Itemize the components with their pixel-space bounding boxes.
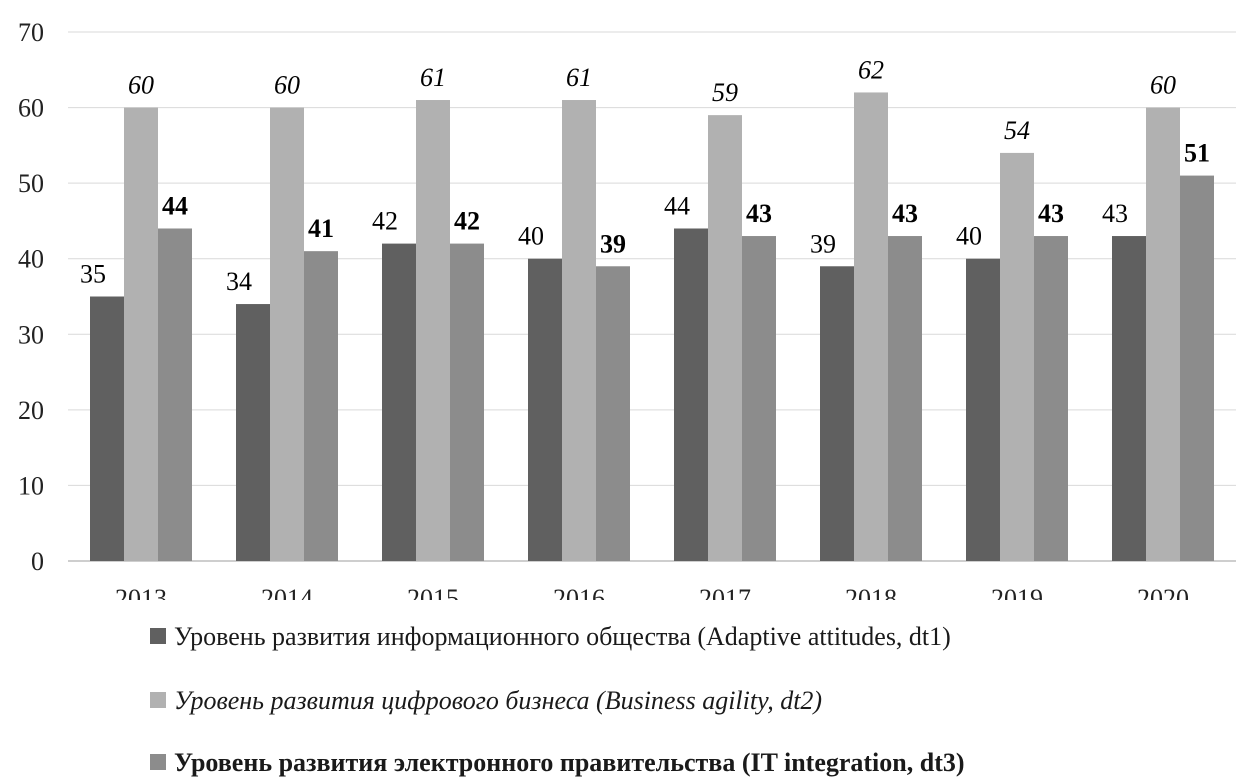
bar-dt3 <box>158 228 192 561</box>
data-label-dt3: 41 <box>308 214 334 243</box>
x-tick-label: 2013 <box>115 584 167 600</box>
data-label-dt1: 40 <box>518 222 544 251</box>
bar-dt3 <box>888 236 922 562</box>
x-tick-label: 2019 <box>991 584 1043 600</box>
y-axis-tick-labels: 0 10 20 30 40 50 60 70 <box>18 18 44 576</box>
bar-dt1 <box>674 228 708 561</box>
data-label-dt2: 61 <box>566 63 592 92</box>
bar-dt3 <box>450 243 484 561</box>
bar-dt2 <box>1000 152 1034 561</box>
bar-dt3 <box>596 266 630 561</box>
bar-dt3 <box>1034 236 1068 562</box>
data-label-dt2: 60 <box>1150 71 1176 100</box>
data-label-dt2: 60 <box>274 71 300 100</box>
bars <box>90 92 1214 562</box>
bar-dt2 <box>854 92 888 561</box>
x-tick-label: 2016 <box>553 584 605 600</box>
y-tick-label: 60 <box>18 94 44 123</box>
data-label-dt1: 34 <box>226 267 252 296</box>
legend-swatch-dt2 <box>150 692 166 708</box>
data-label-dt3: 43 <box>1038 199 1064 228</box>
legend-item-dt2: Уровень развития цифрового бизнеса (Busi… <box>150 686 822 716</box>
bar-dt1 <box>1112 236 1146 562</box>
bar-dt2 <box>1146 107 1180 562</box>
x-tick-label: 2015 <box>407 584 459 600</box>
y-tick-label: 20 <box>18 396 44 425</box>
bar-dt1 <box>90 296 124 561</box>
y-tick-label: 10 <box>18 471 44 500</box>
data-label-dt1: 43 <box>1102 199 1128 228</box>
bar-dt1 <box>966 258 1000 561</box>
bar-dt2 <box>416 100 450 561</box>
data-label-dt2: 61 <box>420 63 446 92</box>
legend-item-dt1: Уровень развития информационного обществ… <box>150 622 951 652</box>
data-label-dt2: 54 <box>1004 116 1030 145</box>
legend-label-dt1: Уровень развития информационного обществ… <box>174 622 951 651</box>
y-tick-label: 70 <box>18 18 44 47</box>
bar-dt3 <box>1180 175 1214 562</box>
bar-dt2 <box>708 115 742 561</box>
y-tick-label: 0 <box>31 547 44 576</box>
data-label-dt3: 43 <box>892 199 918 228</box>
legend-item-dt3: Уровень развития электронного правительс… <box>150 748 965 778</box>
bar-dt1 <box>528 258 562 561</box>
legend-swatch-dt1 <box>150 628 166 644</box>
x-axis-tick-labels: 2013 2014 2015 2016 2017 2018 2019 2020 <box>115 584 1189 600</box>
data-label-dt3: 51 <box>1184 139 1210 168</box>
bar-dt1 <box>820 266 854 561</box>
bar-dt2 <box>124 107 158 562</box>
bar-dt3 <box>304 251 338 561</box>
bar-dt1 <box>236 304 270 561</box>
x-tick-label: 2017 <box>699 584 751 600</box>
y-tick-label: 50 <box>18 169 44 198</box>
data-label-dt1: 40 <box>956 222 982 251</box>
data-label-dt1: 42 <box>372 207 398 236</box>
x-tick-label: 2014 <box>261 584 313 600</box>
bar-dt3 <box>742 236 776 562</box>
data-label-dt3: 39 <box>600 229 626 258</box>
data-label-dt1: 35 <box>80 260 106 289</box>
data-label-dt2: 60 <box>128 71 154 100</box>
bar-dt2 <box>562 100 596 561</box>
bar-chart: 0 10 20 30 40 50 60 70 35 60 44 34 60 41 42 61 42 40 61 39… <box>18 18 1236 600</box>
x-tick-label: 2020 <box>1137 584 1189 600</box>
data-label-dt3: 43 <box>746 199 772 228</box>
data-label-dt3: 42 <box>454 207 480 236</box>
legend-label-dt2: Уровень развития цифрового бизнеса (Busi… <box>174 686 823 715</box>
legend-label-dt3: Уровень развития электронного правительс… <box>174 748 965 777</box>
bar-dt1 <box>382 243 416 561</box>
x-tick-label: 2018 <box>845 584 897 600</box>
bar-dt2 <box>270 107 304 562</box>
data-label-dt2: 62 <box>858 55 884 84</box>
legend-swatch-dt3 <box>150 754 166 770</box>
data-label-dt1: 44 <box>664 191 690 220</box>
y-tick-label: 30 <box>18 320 44 349</box>
data-label-dt3: 44 <box>162 191 188 220</box>
data-labels: 35 60 44 34 60 41 42 61 42 40 61 39 44 59 43 39 62 43 40 54… <box>80 55 1210 296</box>
data-label-dt2: 59 <box>712 78 738 107</box>
y-tick-label: 40 <box>18 245 44 274</box>
data-label-dt1: 39 <box>810 229 836 258</box>
